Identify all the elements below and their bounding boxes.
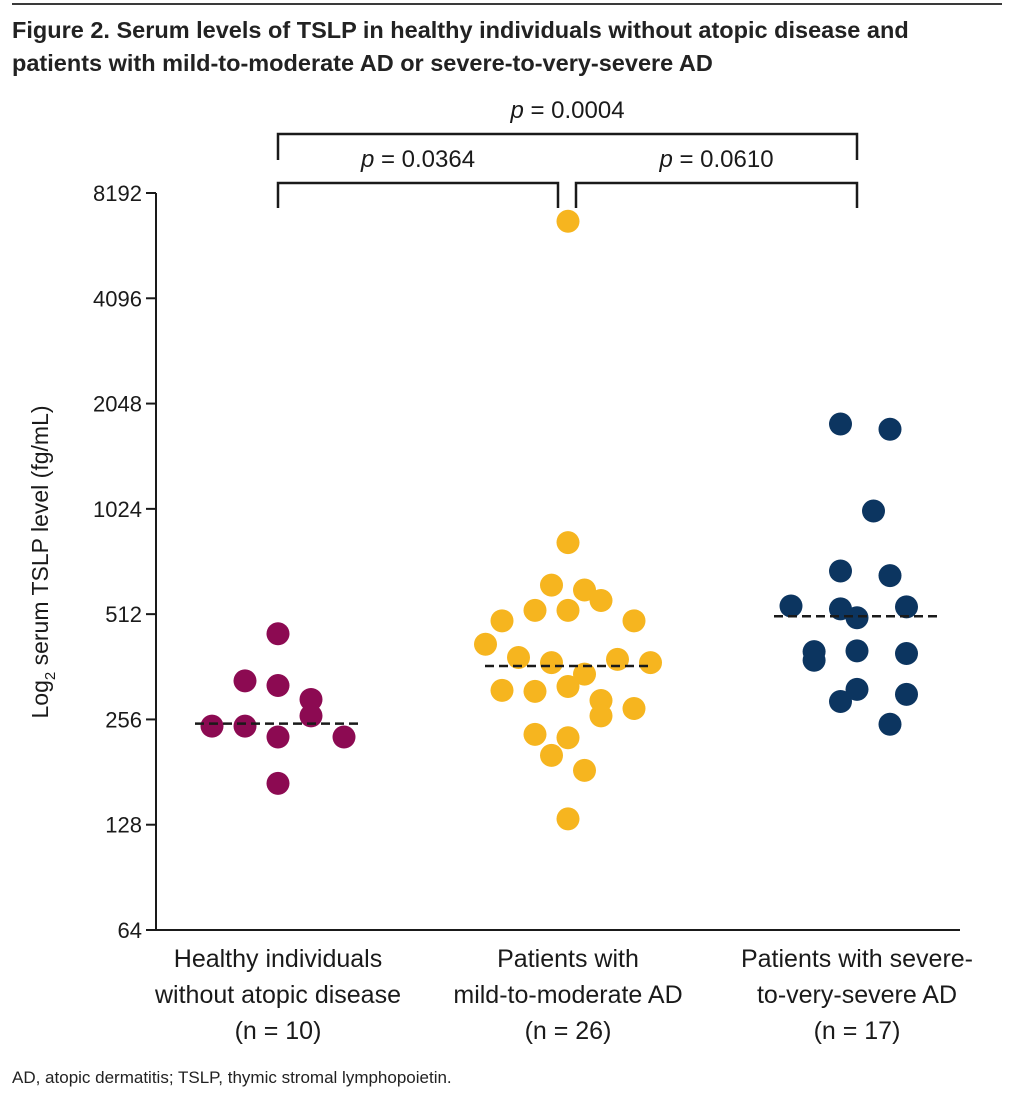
- data-point: [845, 677, 869, 701]
- data-point: [474, 632, 497, 656]
- data-point: [829, 559, 852, 583]
- data-point: [523, 679, 547, 703]
- p-value-label: p = 0.0364: [360, 146, 475, 173]
- p-value-label: p = 0.0004: [509, 97, 624, 124]
- data-point: [332, 725, 356, 749]
- category-label: Healthy individuals: [174, 945, 382, 973]
- series-group: [779, 412, 918, 736]
- data-point: [606, 647, 629, 671]
- y-tick-label: 64: [118, 918, 142, 943]
- data-point: [862, 499, 885, 523]
- data-point: [895, 642, 918, 666]
- y-tick-label: 256: [105, 707, 142, 732]
- data-point: [573, 662, 596, 686]
- p-value-p: p: [509, 97, 523, 124]
- category-label: Patients with severe-: [741, 945, 973, 973]
- figure-title-line-2: patients with mild-to-moderate AD or sev…: [12, 50, 713, 76]
- data-point: [507, 645, 530, 669]
- y-tick-label: 8192: [93, 181, 142, 206]
- y-axis-title-main: Log: [27, 680, 53, 718]
- data-point: [556, 807, 580, 831]
- data-point: [802, 648, 826, 672]
- data-point: [266, 622, 290, 646]
- top-rule: [12, 3, 1002, 5]
- data-point: [266, 725, 290, 749]
- significance-bracket: [276, 181, 560, 208]
- p-value-number: = 0.0004: [524, 97, 625, 124]
- data-point: [299, 704, 323, 728]
- y-axis-title-subscript: 2: [42, 672, 59, 680]
- data-point: [490, 678, 514, 702]
- data-point: [779, 594, 803, 618]
- data-point: [622, 697, 646, 721]
- data-point: [829, 412, 852, 436]
- data-point: [556, 598, 580, 622]
- series-group: [200, 622, 356, 795]
- y-axis-title: Log2 serum TSLP level (fg/mL): [27, 405, 59, 718]
- data-point: [266, 674, 290, 698]
- data-point: [556, 209, 580, 233]
- y-tick-label: 2048: [93, 392, 142, 417]
- data-point: [233, 714, 257, 738]
- p-value-number: = 0.0364: [374, 146, 475, 173]
- y-tick-label: 1024: [93, 497, 142, 522]
- y-tick-label: 512: [105, 602, 142, 627]
- footnote: AD, atopic dermatitis; TSLP, thymic stro…: [12, 1068, 452, 1087]
- data-point: [622, 609, 646, 633]
- data-point: [573, 758, 596, 782]
- category-label: (n = 10): [235, 1017, 322, 1045]
- p-value-number: = 0.0610: [673, 146, 774, 173]
- data-point: [540, 573, 563, 597]
- data-point: [233, 669, 257, 693]
- p-value-p: p: [360, 146, 374, 173]
- data-point: [639, 651, 662, 675]
- data-point: [829, 690, 852, 714]
- category-label: mild-to-moderate AD: [453, 981, 682, 1009]
- data-point: [556, 531, 580, 555]
- data-point: [540, 651, 563, 675]
- significance-bracket: [276, 132, 859, 160]
- data-point: [878, 417, 902, 441]
- y-axis-title-rest: serum TSLP level (fg/mL): [27, 405, 53, 671]
- category-label: to-very-severe AD: [757, 981, 957, 1009]
- data-point: [589, 589, 613, 613]
- data-point: [556, 674, 580, 698]
- category-label: without atopic disease: [154, 981, 401, 1009]
- significance-bracket: [574, 181, 859, 208]
- data-point: [878, 712, 902, 736]
- category-label: Patients with: [497, 945, 639, 973]
- data-point: [895, 595, 918, 619]
- data-point: [266, 771, 290, 795]
- y-tick-label: 128: [105, 813, 142, 838]
- p-value-label: p = 0.0610: [658, 146, 773, 173]
- data-point: [299, 687, 323, 711]
- data-point: [878, 564, 902, 588]
- data-point: [200, 714, 224, 738]
- data-point: [523, 722, 547, 746]
- data-point: [556, 726, 580, 750]
- y-tick-label: 4096: [93, 286, 142, 311]
- category-label: (n = 26): [525, 1017, 612, 1045]
- data-point: [573, 578, 596, 602]
- data-point: [845, 606, 869, 630]
- series-group: [474, 209, 662, 831]
- p-value-p: p: [658, 146, 672, 173]
- data-point: [845, 639, 869, 663]
- data-point: [895, 682, 918, 706]
- data-point: [490, 609, 514, 633]
- category-label: (n = 17): [814, 1017, 901, 1045]
- figure-title: Figure 2. Serum levels of TSLP in health…: [12, 14, 1012, 80]
- figure-title-line-1: Figure 2. Serum levels of TSLP in health…: [12, 17, 909, 43]
- data-point: [540, 743, 563, 767]
- data-point: [589, 704, 613, 728]
- data-point: [523, 598, 547, 622]
